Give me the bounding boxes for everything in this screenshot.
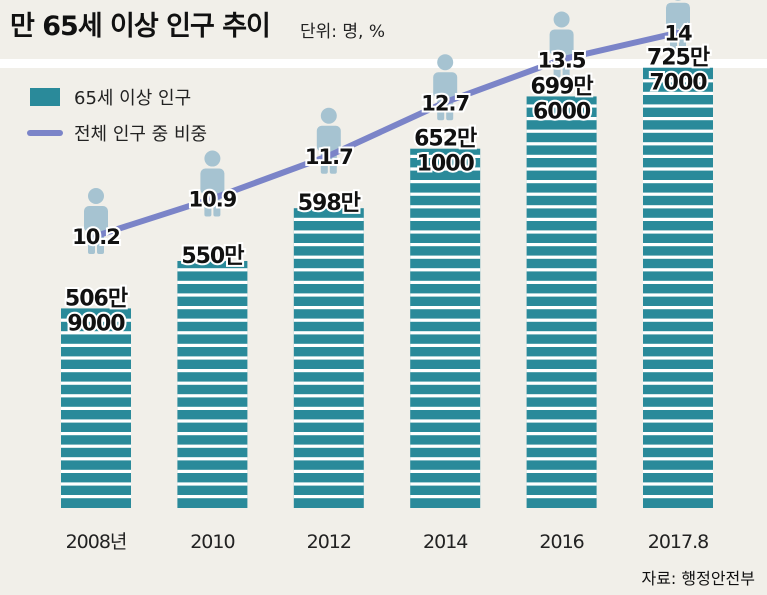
legend-line-label: 전체 인구 중 비중 xyxy=(74,124,207,145)
bar xyxy=(410,148,481,508)
percent-label: 10.9 xyxy=(188,188,236,212)
percent-label: 11.7 xyxy=(305,145,353,169)
line-layer xyxy=(93,29,681,239)
x-tick-label: 2010 xyxy=(190,531,234,553)
bar-value-label: 550만 xyxy=(181,244,244,269)
x-tick-label: 2016 xyxy=(539,531,583,553)
x-tick-label: 2014 xyxy=(423,531,468,553)
bar-value-label: 9000 xyxy=(67,311,125,336)
x-tick-label: 2008년 xyxy=(66,531,127,553)
bar xyxy=(293,208,364,508)
bar xyxy=(643,67,713,508)
bar-value-label: 1000 xyxy=(417,152,475,177)
title-divider xyxy=(0,59,767,68)
source-note: 자료: 행정안전부 xyxy=(641,569,755,588)
line-series xyxy=(93,29,681,239)
bar-value-label: 725만 xyxy=(647,46,710,71)
bar xyxy=(526,96,597,508)
x-tick-label: 2017.8 xyxy=(648,531,708,553)
bar-value-label: 652만 xyxy=(414,127,477,152)
percent-label: 14 xyxy=(664,22,692,46)
bar-value-label: 598만 xyxy=(298,191,361,216)
unit-label: 단위: 명, % xyxy=(300,22,386,42)
bars-layer xyxy=(61,67,713,508)
bar xyxy=(61,308,131,508)
bar-value-label: 7000 xyxy=(649,71,707,96)
chart-title: 만 65세 이상 인구 추이 xyxy=(10,11,271,42)
x-tick-label: 2012 xyxy=(307,531,351,553)
percent-label: 12.7 xyxy=(421,91,469,115)
percent-label: 13.5 xyxy=(538,48,586,72)
bar-value-label: 699만 xyxy=(531,74,594,99)
legend: 65세 이상 인구 전체 인구 중 비중 xyxy=(27,88,207,145)
bar xyxy=(177,261,248,508)
legend-bar-swatch xyxy=(30,88,60,106)
bar-value-label: 6000 xyxy=(533,99,591,124)
bar-value-label: 506만 xyxy=(65,286,128,311)
percent-label: 10.2 xyxy=(72,225,120,249)
legend-bar-label: 65세 이상 인구 xyxy=(74,88,191,109)
